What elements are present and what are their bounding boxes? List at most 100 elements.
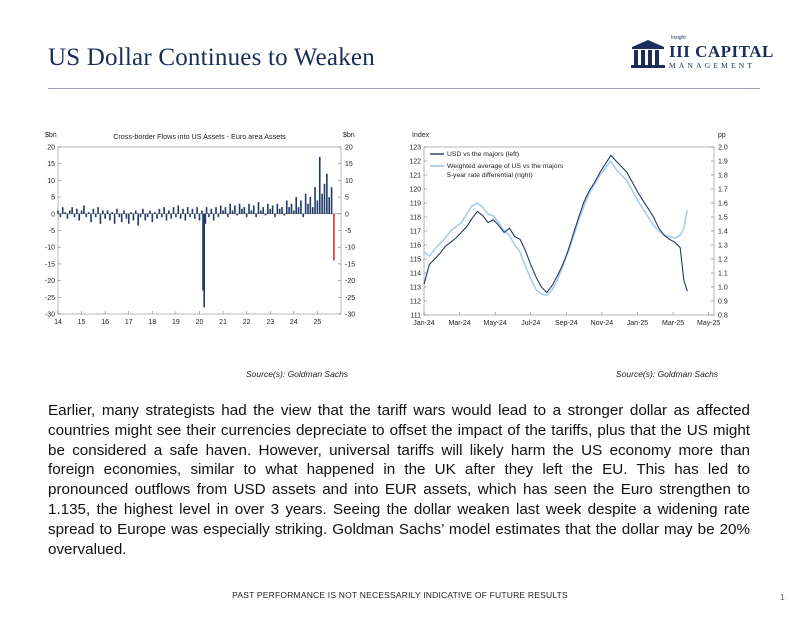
- x-tick-label: Jul-24: [521, 320, 540, 327]
- y-tick-label-left: 5: [51, 195, 55, 202]
- y-tick-label-right: 0: [345, 211, 349, 218]
- y-axis-label-left: $bn: [45, 132, 57, 139]
- y-axis-label-left: Index: [412, 132, 430, 139]
- flow-bar: [260, 210, 262, 214]
- flow-bar: [217, 213, 220, 218]
- flow-bar: [264, 213, 267, 216]
- flow-bar: [307, 203, 309, 214]
- flow-bar: [68, 210, 71, 214]
- flow-bar: [333, 213, 335, 261]
- flow-bar: [57, 210, 59, 214]
- flow-bar: [205, 207, 208, 214]
- rate-differential-line: [423, 160, 689, 297]
- flow-bar: [170, 213, 172, 219]
- source-note-left: Source(s): Goldman Sachs: [246, 369, 349, 379]
- source-note-right: Source(s): Goldman Sachs: [616, 369, 719, 379]
- flow-bar: [142, 208, 144, 214]
- y-tick-label-left: 116: [410, 243, 421, 250]
- x-tick-label: 23: [266, 319, 274, 326]
- flow-bar: [125, 213, 128, 219]
- flow-bar: [304, 193, 307, 214]
- page-number: 1: [780, 592, 785, 602]
- y-tick-label-left: 123: [409, 145, 421, 152]
- y-tick-label-left: 10: [47, 178, 55, 185]
- y-tick-label-right: 2.0: [718, 145, 728, 152]
- flow-bar: [328, 197, 331, 214]
- y-tick-label-right: 1.4: [718, 229, 728, 236]
- y-axis-label-right: $bn: [343, 132, 355, 139]
- x-tick-label: Jan-24: [413, 320, 435, 327]
- logo-subtitle: MANAGEMENT: [669, 61, 756, 70]
- flow-bar: [300, 200, 302, 214]
- flow-bar: [144, 213, 147, 221]
- flow-bar: [250, 210, 253, 214]
- x-tick-label: 19: [172, 319, 180, 326]
- y-tick-label-left: 115: [410, 257, 421, 264]
- flow-bar: [196, 207, 198, 214]
- y-tick-label-left: -25: [45, 295, 55, 302]
- flow-bar: [120, 213, 123, 223]
- flow-bar: [283, 213, 286, 216]
- legend-label-rate: 5-year rate differential (right): [447, 172, 533, 179]
- flow-bar: [76, 208, 78, 214]
- flow-bar: [78, 213, 81, 221]
- flow-bar: [116, 208, 118, 214]
- flow-bar: [87, 212, 90, 214]
- y-tick-label-left: 113: [410, 285, 421, 292]
- x-tick-label: 24: [290, 319, 298, 326]
- y-tick-label-left: -15: [45, 261, 55, 268]
- flow-bar: [241, 208, 243, 214]
- legend-label-usd: USD vs the majors (left): [447, 151, 519, 158]
- flow-bar: [212, 213, 215, 221]
- building-columns-icon: [631, 40, 665, 68]
- flow-bar: [257, 202, 260, 214]
- x-tick-label: May-25: [697, 320, 720, 327]
- usd-rate-line-chart: Index pp 123 122 121 120 119 118 117 116 115 114 113…: [409, 132, 728, 327]
- y-tick-label-right: 20: [345, 145, 353, 152]
- flow-bar: [132, 213, 135, 221]
- flow-bar: [85, 213, 88, 218]
- flow-bar: [245, 213, 248, 218]
- flow-bar: [130, 212, 132, 214]
- chart-title: Cross-border Flows into US Assets - Euro…: [113, 132, 286, 141]
- flow-bar: [97, 207, 99, 214]
- x-tick-label: Nov-24: [591, 320, 614, 327]
- y-tick-label-left: 118: [410, 215, 421, 222]
- flow-bar: [222, 210, 224, 214]
- y-axis-label-right: pp: [718, 132, 726, 139]
- company-logo: Insight III CAPITAL MANAGEMENT: [630, 35, 773, 78]
- flow-bar: [106, 210, 109, 214]
- x-tick-label: Sep-24: [555, 320, 578, 327]
- flow-bar: [61, 207, 64, 214]
- flow-bar: [111, 212, 114, 214]
- flow-bar: [182, 208, 184, 214]
- flow-bar: [135, 210, 137, 214]
- flow-bar: [179, 213, 182, 219]
- disclaimer-footer: PAST PERFORMANCE IS NOT NECESSARILY INDI…: [232, 590, 568, 600]
- flow-bar: [290, 203, 293, 214]
- page-title: US Dollar Continues to Weaken: [48, 44, 375, 71]
- flow-bar: [80, 210, 83, 214]
- x-tick-label: 16: [101, 319, 109, 326]
- flow-bar: [201, 210, 203, 214]
- flow-bar: [193, 213, 196, 219]
- y-tick-label-left: 112: [410, 299, 421, 306]
- y-tick-label-right: 1.0: [718, 285, 728, 292]
- flow-bar: [158, 208, 161, 214]
- x-tick-label: 21: [219, 319, 227, 326]
- y-tick-label-left: 119: [410, 201, 421, 208]
- flow-bar: [208, 213, 210, 218]
- flow-bar: [146, 213, 149, 218]
- flow-bar: [177, 205, 180, 214]
- y-tick-label-left: 0: [51, 211, 55, 218]
- x-tick-label: 17: [125, 319, 133, 326]
- flow-bar: [92, 208, 95, 214]
- y-tick-label-left: -30: [45, 312, 55, 319]
- flow-bar: [318, 157, 321, 214]
- flow-bar: [137, 213, 139, 226]
- y-tick-label-left: 111: [410, 313, 421, 320]
- y-tick-label-right: -30: [345, 312, 355, 319]
- flow-bar: [90, 213, 92, 223]
- y-tick-label-left: -10: [45, 245, 55, 252]
- x-tick-label: 18: [148, 319, 156, 326]
